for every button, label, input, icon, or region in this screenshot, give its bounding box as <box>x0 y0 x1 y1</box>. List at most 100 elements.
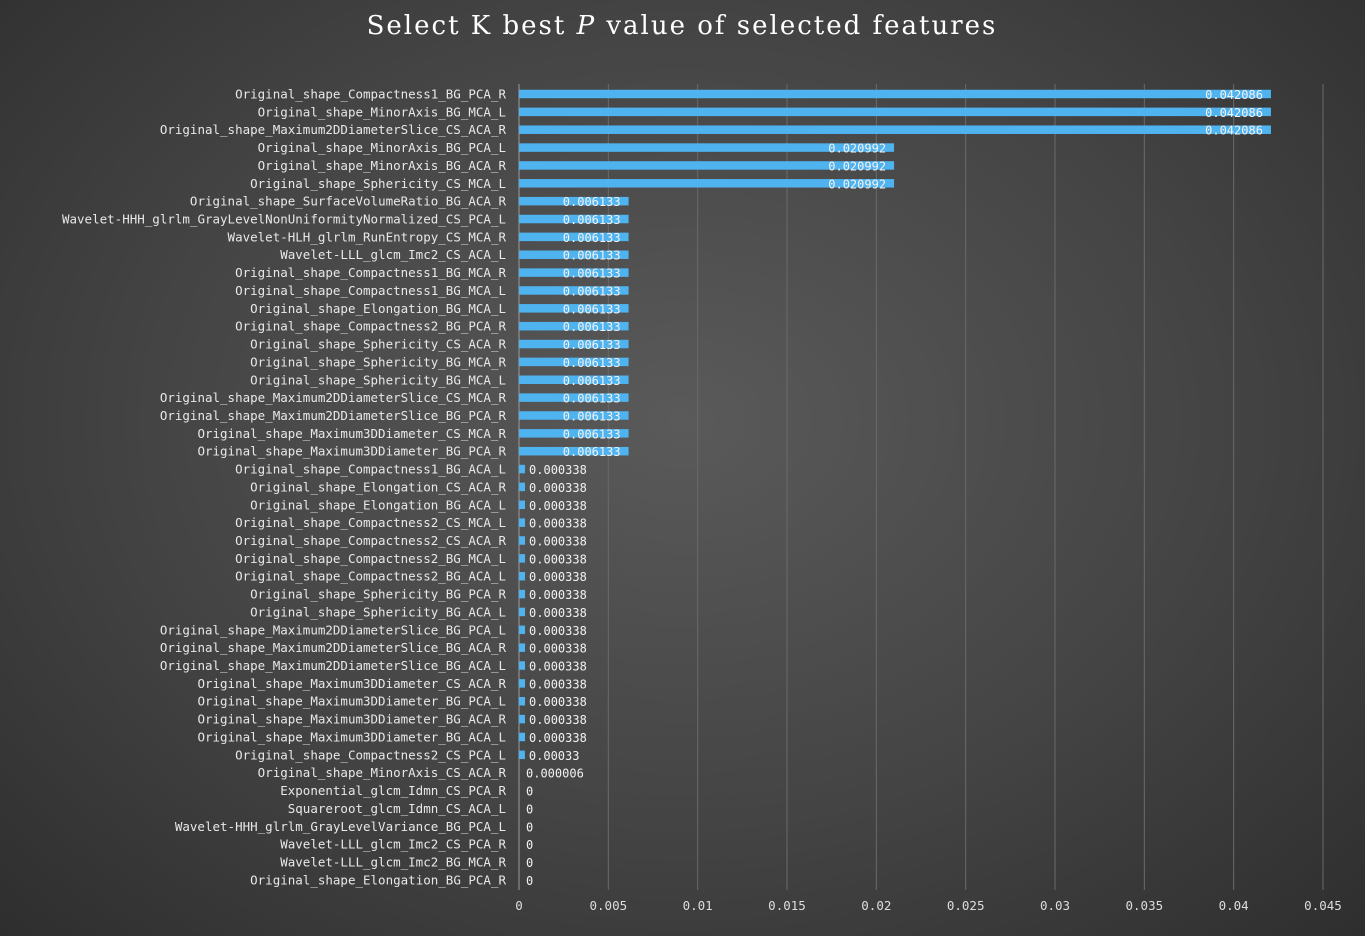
category-label: Original_shape_Sphericity_CS_MCA_L <box>250 176 506 191</box>
bar <box>519 714 526 724</box>
value-label: 0.000338 <box>529 713 587 727</box>
bar <box>519 286 629 295</box>
category-label: Original_shape_Compactness2_BG_PCA_R <box>235 319 506 334</box>
category-label: Wavelet-HHH_glrlm_GrayLevelNonUniformity… <box>62 212 506 227</box>
bar <box>519 607 526 617</box>
chart-title-suffix: value of selected features <box>596 11 997 41</box>
value-label: 0.020992 <box>828 142 886 156</box>
bar <box>519 661 526 670</box>
bar <box>519 375 629 385</box>
bar <box>519 321 629 331</box>
bar <box>519 143 895 152</box>
value-label: 0.000338 <box>529 499 587 513</box>
category-label: Exponential_glcm_Idmn_CS_PCA_R <box>280 783 506 798</box>
category-label: Original_shape_Maximum2DDiameterSlice_CS… <box>160 390 507 405</box>
value-label: 0.020992 <box>828 177 886 191</box>
category-label: Original_shape_Maximum3DDiameter_BG_PCA_… <box>197 694 506 709</box>
category-label: Wavelet-LLL_glcm_Imc2_BG_MCA_R <box>280 854 506 869</box>
value-label: 0.006133 <box>563 427 621 441</box>
category-label: Original_shape_Compactness2_CS_MCA_L <box>235 515 506 530</box>
value-label: 0 <box>526 874 533 888</box>
category-label: Original_shape_Compactness1_BG_MCA_L <box>235 283 506 298</box>
value-label: 0.006133 <box>563 320 621 334</box>
bar <box>519 589 526 599</box>
category-label: Original_shape_Sphericity_BG_MCA_R <box>250 354 506 369</box>
bar <box>519 196 629 206</box>
x-tick-labels: 0 0.005 0.01 0.015 0.02 0.025 0.03 0.035 0.04 0.0… <box>515 898 1342 913</box>
value-label: 0.000338 <box>529 552 587 566</box>
value-label: 0 <box>526 802 533 816</box>
value-label: 0 <box>526 838 533 852</box>
category-label: Original_shape_MinorAxis_BG_MCA_L <box>258 104 506 119</box>
category-label: Original_shape_MinorAxis_CS_ACA_R <box>258 765 507 780</box>
category-label: Original_shape_Maximum3DDiameter_BG_ACA_… <box>197 712 506 727</box>
bar <box>519 125 1271 134</box>
category-label: Original_shape_Elongation_BG_PCA_R <box>250 872 506 887</box>
value-label: 0.000006 <box>526 767 584 781</box>
bar <box>519 179 895 188</box>
category-label: Squareroot_glcm_Idmn_CS_ACA_L <box>288 801 506 816</box>
value-label: 0.006133 <box>563 392 621 406</box>
bar <box>519 679 526 688</box>
value-label: 0.000338 <box>529 624 587 638</box>
value-label: 0 <box>526 820 533 834</box>
category-label: Original_shape_SurfaceVolumeRatio_BG_ACA… <box>190 194 507 209</box>
category-label: Original_shape_Elongation_CS_ACA_R <box>250 479 506 494</box>
value-label: 0.006133 <box>563 284 621 298</box>
category-label: Original_shape_Maximum2DDiameterSlice_BG… <box>160 408 507 423</box>
bar <box>519 232 629 242</box>
value-label: 0 <box>526 785 533 799</box>
x-tick-label: 0.005 <box>590 898 628 913</box>
bar <box>519 250 629 259</box>
x-tick-label: 0.04 <box>1219 898 1249 913</box>
bar <box>519 696 526 706</box>
bar <box>519 554 526 563</box>
value-label: 0.020992 <box>828 159 886 173</box>
value-label: 0.000338 <box>529 642 587 656</box>
grid-lines <box>518 84 1324 890</box>
category-label: Original_shape_Compactness2_BG_ACA_L <box>235 569 506 584</box>
value-label: 0.006133 <box>563 213 621 227</box>
chart-title: Select K best P value of selected featur… <box>367 11 998 41</box>
value-label: 0.000338 <box>529 606 587 620</box>
bar <box>519 482 526 492</box>
value-label: 0.000338 <box>529 660 587 674</box>
value-label: 0.00033 <box>529 749 580 763</box>
value-label: 0.000338 <box>529 517 587 531</box>
x-tick-label: 0.045 <box>1304 898 1342 913</box>
value-label: 0.006133 <box>563 338 621 352</box>
x-tick-label: 0.035 <box>1126 898 1164 913</box>
category-label: Original_shape_Maximum3DDiameter_CS_ACA_… <box>197 676 506 691</box>
category-label: Wavelet-LLL_glcm_Imc2_CS_ACA_L <box>280 247 506 262</box>
category-label: Original_shape_Maximum2DDiameterSlice_BG… <box>160 622 506 637</box>
bar <box>519 446 629 456</box>
value-label: 0.000338 <box>529 481 587 495</box>
value-labels: 0.042086 0.042086 0.042086 0.020992 0.020992… <box>526 88 1263 888</box>
bar <box>519 429 629 438</box>
bar <box>519 268 629 277</box>
value-label: 0.006133 <box>563 374 621 388</box>
bar <box>519 536 526 545</box>
category-label: Original_shape_Compactness1_BG_PCA_R <box>235 87 506 102</box>
value-label: 0.000338 <box>529 535 587 549</box>
bar <box>519 393 629 402</box>
category-label: Original_shape_Sphericity_BG_MCA_L <box>250 372 506 387</box>
value-label: 0.000338 <box>529 570 587 584</box>
bar <box>519 500 526 510</box>
value-label: 0.042086 <box>1205 124 1263 138</box>
category-label: Original_shape_Maximum3DDiameter_BG_PCA_… <box>197 444 506 459</box>
category-label: Original_shape_Compactness1_BG_ACA_L <box>235 462 506 477</box>
value-label: 0.000338 <box>529 463 587 477</box>
value-label: 0.042086 <box>1205 88 1263 102</box>
bar <box>519 571 526 581</box>
bar <box>519 518 526 527</box>
category-label: Original_shape_Compactness1_BG_MCA_R <box>235 265 506 280</box>
category-label: Original_shape_Elongation_BG_ACA_L <box>250 497 506 512</box>
chart-title-italic: P <box>576 11 597 41</box>
x-tick-label: 0.03 <box>1040 898 1070 913</box>
bar <box>519 411 629 420</box>
value-label: 0.006133 <box>563 445 621 459</box>
category-label: Original_shape_Compactness2_CS_ACA_R <box>235 533 506 548</box>
bar <box>519 750 525 760</box>
bar <box>519 339 629 349</box>
